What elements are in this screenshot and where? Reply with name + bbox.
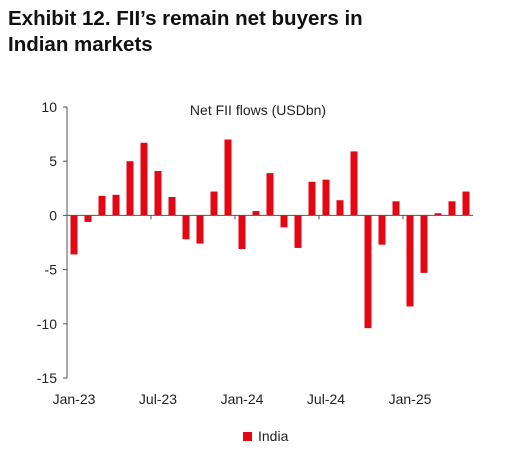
- y-tick-label: 0: [49, 207, 57, 223]
- bar-jun-24: [308, 181, 316, 216]
- bar-aug-23: [168, 196, 176, 216]
- bar-jan-24: [238, 215, 246, 249]
- bar-oct-24: [364, 215, 372, 329]
- legend-swatch-india: [243, 431, 252, 441]
- x-tick-label: Jul-23: [139, 391, 177, 407]
- legend: India: [243, 428, 288, 444]
- x-tick-label: Jan-23: [53, 391, 96, 407]
- y-tick-label: 5: [49, 153, 57, 169]
- x-axis: [66, 214, 473, 220]
- bar-may-25: [462, 191, 470, 216]
- bar-jan-23: [70, 215, 78, 255]
- page-title: Exhibit 12. FII’s remain net buyers in I…: [8, 6, 498, 58]
- bar-mar-24: [266, 173, 274, 216]
- bar-jul-24: [322, 179, 330, 216]
- bar-nov-24: [378, 215, 386, 245]
- bar-apr-25: [448, 201, 456, 216]
- bar-mar-25: [434, 213, 442, 216]
- bar-may-23: [126, 161, 134, 216]
- x-tick-labels: Jan-23 Jul-23 Jan-24 Jul-24 Jan-25: [53, 391, 432, 407]
- bar-jan-25: [406, 215, 414, 307]
- x-tick-label: Jan-25: [389, 391, 432, 407]
- title-line-2: Indian markets: [8, 33, 153, 56]
- bar-dec-23: [224, 139, 232, 216]
- chart-inner-title: Net FII flows (USDbn): [190, 102, 326, 118]
- bar-sep-23: [182, 215, 190, 240]
- bar-mar-23: [98, 195, 106, 216]
- bar-oct-23: [196, 215, 204, 244]
- bar-nov-23: [210, 191, 218, 216]
- bar-apr-24: [280, 215, 288, 228]
- title-line-1: Exhibit 12. FII’s remain net buyers in: [8, 7, 363, 30]
- bar-jul-23: [154, 170, 162, 216]
- y-tick-label: -5: [45, 262, 58, 278]
- y-tick-labels: 10 5 0 -5 -10 -15: [37, 99, 57, 386]
- bar-sep-24: [350, 151, 358, 216]
- y-tick-label: 10: [41, 99, 57, 115]
- bar-apr-23: [112, 194, 120, 216]
- x-tick-label: Jan-24: [221, 391, 264, 407]
- bar-may-24: [294, 215, 302, 248]
- bar-feb-23: [84, 215, 92, 222]
- bars: [70, 139, 470, 329]
- y-tick-label: -10: [37, 316, 57, 332]
- bar-feb-25: [420, 215, 428, 273]
- bar-feb-24: [252, 211, 260, 216]
- y-axis: [63, 106, 68, 379]
- bar-dec-24: [392, 201, 400, 216]
- bar-aug-24: [336, 200, 344, 216]
- y-tick-label: -15: [37, 370, 57, 386]
- bar-jun-23: [140, 142, 148, 216]
- legend-label-india: India: [258, 428, 289, 444]
- x-tick-label: Jul-24: [307, 391, 345, 407]
